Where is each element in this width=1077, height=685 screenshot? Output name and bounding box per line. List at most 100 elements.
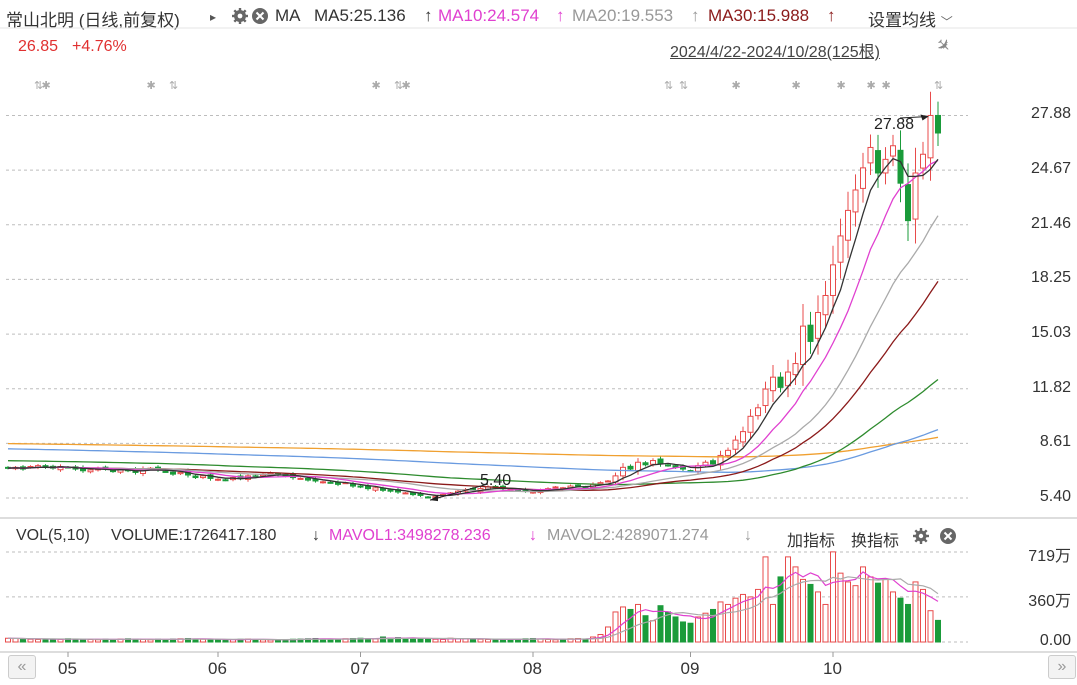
volume-bar xyxy=(87,638,94,643)
price-tick-label: 15.03 xyxy=(1030,324,1071,342)
volume-bar xyxy=(95,639,101,643)
ma30-line xyxy=(7,281,939,492)
event-marker-icon: ✱ xyxy=(372,79,381,92)
volume-bar xyxy=(890,591,896,643)
candle-body xyxy=(87,469,94,473)
volume-bar xyxy=(815,591,821,643)
candle-body xyxy=(800,325,806,366)
candle-body xyxy=(222,479,229,482)
volume-bar xyxy=(792,566,799,643)
candle-body xyxy=(177,471,184,475)
chart-grid xyxy=(0,27,1077,657)
candle-body xyxy=(627,465,634,470)
volume-bar xyxy=(687,622,694,643)
price-tick-label: 27.88 xyxy=(1030,105,1071,123)
candle-body xyxy=(725,449,731,456)
volume-bar xyxy=(627,608,634,643)
date-range[interactable]: 2024/4/22-2024/10/28(125根) xyxy=(670,44,880,61)
add-indicator-button[interactable]: 加指标 xyxy=(787,533,836,550)
volume-bar xyxy=(785,556,791,643)
volume-bar xyxy=(260,639,266,643)
candle-body xyxy=(920,153,926,169)
candle-body xyxy=(305,477,311,481)
mavol1-value: MAVOL1:3498278.236 xyxy=(329,527,491,544)
ma10-up-arrow: ↑ xyxy=(556,6,565,25)
volume-value: VOLUME:1726417.180 xyxy=(111,527,277,544)
scroll-right-button[interactable]: » xyxy=(1048,655,1076,679)
candle-body xyxy=(425,496,431,499)
candle-body xyxy=(815,312,821,339)
ma-settings-button[interactable]: 设置均线 ﹀ xyxy=(868,11,953,30)
candle-body xyxy=(635,461,641,472)
month-tick-label: 08 xyxy=(523,659,542,678)
volume-bar xyxy=(912,581,919,643)
volume-bar xyxy=(770,603,776,643)
volume-down-arrow: ↓ xyxy=(312,527,320,544)
switch-indicator-button[interactable]: 换指标 xyxy=(851,533,900,550)
volume-bar xyxy=(335,638,341,643)
title-dropdown-arrow[interactable]: ▸ xyxy=(210,10,217,24)
ma20-line xyxy=(7,215,939,493)
event-marker-icon: ✱ xyxy=(837,79,846,92)
candle-body xyxy=(882,158,889,174)
volume-bar xyxy=(470,638,476,643)
candle-body xyxy=(410,492,416,496)
candle-body xyxy=(552,486,559,489)
price-change: +4.76% xyxy=(72,38,127,55)
candle-body xyxy=(807,324,814,342)
event-marker-icon: ⇅ xyxy=(394,79,403,92)
candle-body xyxy=(927,114,934,159)
candle-body xyxy=(387,489,394,492)
price-tick-label: 18.25 xyxy=(1030,269,1071,287)
candle-body xyxy=(372,487,379,491)
volume-bar xyxy=(545,638,551,643)
price-tick-label: 11.82 xyxy=(1032,378,1071,396)
candle-body xyxy=(762,388,769,407)
month-tick-label: 07 xyxy=(350,659,370,678)
volume-tick-label: 0.00 xyxy=(1039,632,1071,649)
volume-bar xyxy=(807,583,814,643)
volume-ma-lines xyxy=(7,571,939,641)
scroll-left-button[interactable]: « xyxy=(8,655,36,679)
volume-bar xyxy=(665,611,671,643)
volume-bar xyxy=(590,636,596,643)
volume-close-icon[interactable] xyxy=(939,527,957,550)
volume-bar xyxy=(642,615,649,643)
price-tick-label: 5.40 xyxy=(1039,487,1071,505)
current-price: 26.85 xyxy=(18,38,59,55)
volume-bar xyxy=(215,639,221,643)
candle-body xyxy=(755,407,761,417)
volume-bar xyxy=(755,588,761,643)
candle-body xyxy=(110,470,116,473)
candle-body xyxy=(935,114,941,134)
min-price-arrowhead xyxy=(430,495,438,502)
volume-bar xyxy=(867,576,874,643)
volume-bar xyxy=(477,638,484,643)
close-icon[interactable] xyxy=(251,7,269,30)
max-price-label: 27.88 xyxy=(874,116,915,133)
ma30-value: MA30:15.988 xyxy=(708,6,810,25)
volume-bar xyxy=(372,638,379,643)
volume-bar xyxy=(432,638,439,643)
candle-body xyxy=(770,376,776,392)
candle-body xyxy=(162,470,169,473)
event-marker-icon: ⇅ xyxy=(664,79,673,92)
event-markers: ⇅✱ ✱ ⇅ ✱ ⇅✱ ⇅ ⇅ ✱ ✱ ✱ ✱ ✱ ⇅ xyxy=(34,79,943,92)
candle-body xyxy=(860,167,866,189)
ma20-up-arrow: ↑ xyxy=(691,6,700,25)
candle-body xyxy=(575,484,581,487)
candle-body xyxy=(792,363,799,376)
candle-body xyxy=(867,146,874,164)
volume-gear-icon[interactable] xyxy=(912,527,930,550)
candle-body xyxy=(890,145,896,157)
volume-bar xyxy=(725,603,731,643)
stock-title[interactable]: 常山北明 (日线,前复权) xyxy=(6,11,180,30)
gear-icon[interactable] xyxy=(231,7,249,30)
ma5-line xyxy=(7,157,939,497)
mavol2-line xyxy=(7,576,939,641)
volume-bar xyxy=(920,588,926,643)
min-price-arrow xyxy=(429,483,489,501)
ma5-value: MA5:25.136 xyxy=(314,6,406,25)
candle-body xyxy=(200,475,206,479)
